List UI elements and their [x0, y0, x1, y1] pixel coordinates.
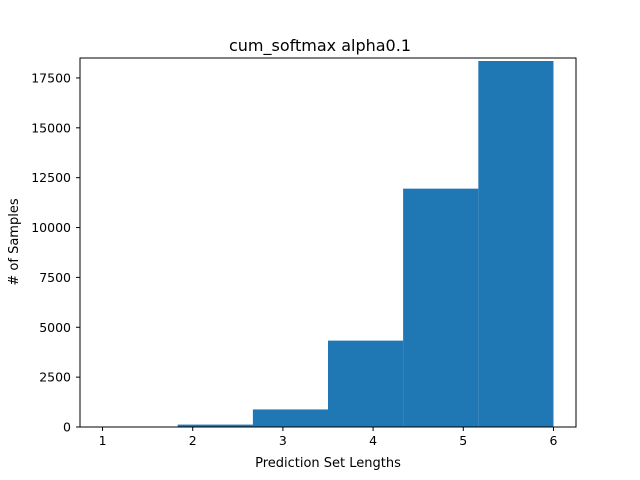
y-tick-label: 12500	[31, 170, 71, 185]
chart-title: cum_softmax alpha0.1	[229, 36, 411, 56]
y-tick-label: 17500	[31, 70, 71, 85]
y-tick-label: 7500	[39, 270, 71, 285]
histogram-bar-2	[177, 424, 253, 427]
y-tick-label: 15000	[31, 120, 71, 135]
x-tick-label: 3	[279, 433, 287, 448]
x-tick-label: 5	[459, 433, 467, 448]
y-tick-label: 2500	[39, 370, 71, 385]
plot-frame	[79, 57, 577, 428]
y-tick-label: 0	[63, 420, 71, 435]
x-tick-label: 1	[99, 433, 107, 448]
x-axis-ticks: 1 2 3 4 5 6	[99, 427, 557, 448]
y-tick-label: 5000	[39, 320, 71, 335]
x-tick-label: 4	[369, 433, 377, 448]
x-tick-label: 6	[549, 433, 557, 448]
histogram-bar-6	[478, 60, 554, 428]
x-tick-label: 2	[189, 433, 197, 448]
y-tick-label: 10000	[31, 220, 71, 235]
histogram-bar-4	[328, 340, 404, 427]
bars-group	[177, 60, 554, 428]
x-axis-label: Prediction Set Lengths	[255, 456, 401, 471]
y-axis-label: # of Samples	[7, 198, 22, 285]
y-axis-ticks: 0 2500 5000 7500 10000 12500 15000 17500	[31, 70, 80, 435]
histogram-bar-3	[252, 409, 328, 427]
histogram-bar-5	[403, 188, 479, 427]
